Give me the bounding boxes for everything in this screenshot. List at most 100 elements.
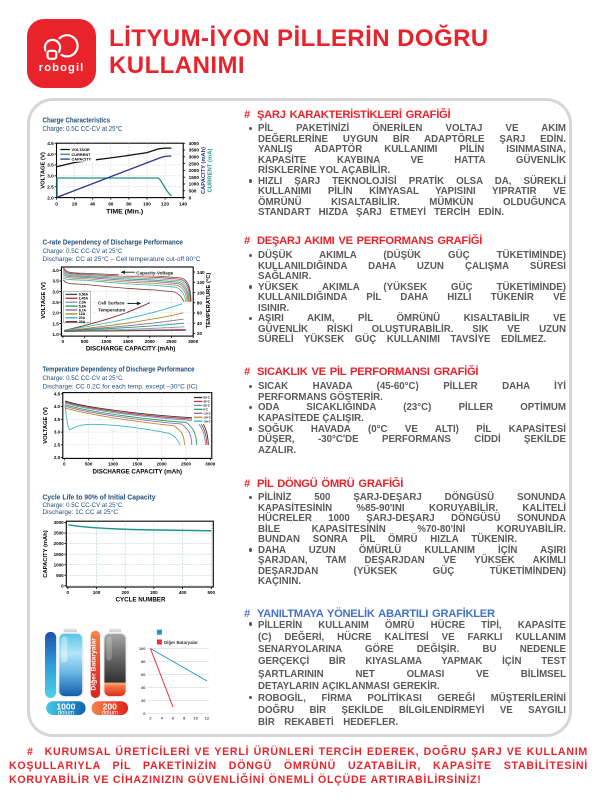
- svg-text:1.0: 1.0: [52, 332, 59, 337]
- svg-text:2000: 2000: [157, 462, 168, 467]
- svg-text:500: 500: [189, 189, 197, 194]
- svg-text:Charge Characteristics: Charge Characteristics: [43, 115, 111, 124]
- svg-text:VOLTAGE: VOLTAGE: [72, 147, 91, 152]
- svg-text:0: 0: [55, 202, 58, 207]
- svg-text:2,9A: 2,9A: [79, 301, 87, 305]
- svg-text:VOLTAGE (V): VOLTAGE (V): [40, 152, 46, 189]
- svg-text:200: 200: [103, 702, 118, 712]
- svg-text:DISCHARGE CAPACITY (mAh): DISCHARGE CAPACITY (mAh): [93, 468, 183, 475]
- svg-text:2000: 2000: [54, 541, 65, 546]
- svg-text:60: 60: [108, 202, 114, 207]
- svg-text:dolum: dolum: [58, 710, 74, 716]
- svg-text:12: 12: [205, 716, 210, 721]
- svg-text:Temperature: Temperature: [98, 308, 126, 313]
- svg-text:CAPACITY (mAh): CAPACITY (mAh): [201, 147, 207, 194]
- svg-text:2500: 2500: [54, 531, 65, 536]
- svg-text:0: 0: [61, 583, 64, 588]
- svg-text:3.0: 3.0: [52, 289, 59, 294]
- svg-text:1.5: 1.5: [52, 321, 59, 326]
- svg-text:3000: 3000: [188, 339, 199, 344]
- svg-text:0: 0: [63, 462, 66, 467]
- svg-text:CAPACITY: CAPACITY: [72, 157, 92, 162]
- svg-text:-20°C: -20°C: [203, 415, 212, 419]
- svg-text:4.5: 4.5: [54, 391, 61, 396]
- svg-text:25°C: 25°C: [203, 404, 211, 408]
- svg-text:Discharge: 1C CC at 25°C: Discharge: 1C CC at 25°C: [43, 508, 119, 516]
- svg-text:200: 200: [121, 590, 129, 595]
- svg-text:4000: 4000: [189, 141, 200, 146]
- svg-text:1000: 1000: [101, 339, 112, 344]
- svg-text:100: 100: [139, 646, 146, 651]
- svg-text:1000: 1000: [108, 462, 119, 467]
- svg-text:3.5: 3.5: [47, 163, 54, 168]
- svg-text:5,8A: 5,8A: [79, 304, 87, 308]
- svg-text:3000: 3000: [205, 462, 216, 467]
- svg-text:3.5: 3.5: [54, 417, 61, 422]
- svg-text:400: 400: [179, 590, 187, 595]
- svg-text:300: 300: [150, 590, 158, 595]
- svg-text:80: 80: [126, 202, 132, 207]
- svg-text:2.0: 2.0: [54, 455, 61, 460]
- svg-text:80: 80: [141, 659, 146, 664]
- svg-text:2.5: 2.5: [52, 300, 59, 305]
- svg-text:DISCHARGE CAPACITY (mAh): DISCHARGE CAPACITY (mAh): [86, 345, 176, 352]
- svg-text:1500: 1500: [189, 175, 200, 180]
- svg-text:100: 100: [93, 590, 101, 595]
- svg-text:1000: 1000: [56, 702, 75, 712]
- svg-text:140: 140: [197, 270, 205, 275]
- svg-text:Diğer Bataryalar: Diğer Bataryalar: [164, 640, 198, 645]
- svg-text:500: 500: [208, 590, 216, 595]
- svg-text:Discharge: CC at 25°C – Cell t: Discharge: CC at 25°C – Cell temperature…: [43, 255, 201, 263]
- svg-text:0: 0: [62, 339, 65, 344]
- svg-text:0,58A: 0,58A: [79, 293, 89, 297]
- svg-text:40: 40: [90, 202, 96, 207]
- svg-text:0: 0: [143, 711, 146, 716]
- svg-text:C-rate Dependency of Discharge: C-rate Dependency of Discharge Performan…: [43, 237, 184, 246]
- svg-text:500: 500: [56, 573, 64, 578]
- svg-text:40: 40: [197, 321, 203, 326]
- svg-text:1500: 1500: [54, 552, 65, 557]
- svg-text:80: 80: [197, 301, 203, 306]
- svg-text:60: 60: [141, 672, 146, 677]
- svg-text:dolum: dolum: [102, 710, 118, 716]
- svg-text:VOLTAGE (V): VOLTAGE (V): [41, 282, 47, 319]
- svg-text:3.0: 3.0: [47, 174, 54, 179]
- svg-text:4.0: 4.0: [52, 268, 59, 273]
- svg-text:VOLTAGE (V): VOLTAGE (V): [43, 407, 49, 444]
- svg-text:1500: 1500: [123, 339, 134, 344]
- svg-text:20: 20: [141, 698, 146, 703]
- svg-text:1000: 1000: [189, 182, 200, 187]
- svg-text:2500: 2500: [166, 339, 177, 344]
- svg-text:2000: 2000: [189, 168, 200, 173]
- svg-text:2: 2: [149, 716, 152, 721]
- svg-text:8: 8: [183, 716, 186, 721]
- svg-text:robogil: robogil: [39, 62, 84, 74]
- svg-text:2500: 2500: [189, 161, 200, 166]
- svg-text:40: 40: [141, 685, 146, 690]
- svg-text:TIME (Min.): TIME (Min.): [106, 209, 143, 216]
- svg-text:13A: 13A: [79, 312, 86, 316]
- svg-text:Discharge: CC 0.2C for each te: Discharge: CC 0.2C for each temp. except…: [43, 383, 198, 391]
- svg-text:Temperature Dependency of Disc: Temperature Dependency of Discharge Perf…: [43, 365, 195, 374]
- svg-text:Charge: 0.5C CC-CV at 25°C: Charge: 0.5C CC-CV at 25°C: [43, 247, 123, 255]
- svg-text:Charge: 0.5C CC-CV at 25°C: Charge: 0.5C CC-CV at 25°C: [43, 125, 123, 133]
- svg-text:TEMPERATURE (°C): TEMPERATURE (°C): [206, 273, 212, 329]
- svg-text:Cycle Life to 90% of Initial C: Cycle Life to 90% of Initial Capacity: [43, 493, 157, 502]
- svg-text:CYCLE NUMBER: CYCLE NUMBER: [116, 596, 166, 603]
- svg-text:20: 20: [197, 331, 203, 336]
- svg-text:CURRENT: CURRENT: [72, 152, 92, 157]
- svg-text:500: 500: [85, 462, 93, 467]
- svg-text:Cell Surface: Cell Surface: [98, 300, 125, 305]
- svg-text:140: 140: [179, 202, 187, 207]
- svg-text:100: 100: [197, 290, 205, 295]
- svg-text:20A: 20A: [79, 316, 86, 320]
- svg-text:Diğer Bataryalar: Diğer Bataryalar: [90, 638, 97, 691]
- svg-text:2500: 2500: [181, 462, 192, 467]
- svg-text:100: 100: [143, 202, 151, 207]
- svg-text:120: 120: [161, 202, 169, 207]
- svg-text:3000: 3000: [189, 155, 200, 160]
- svg-text:60: 60: [197, 311, 203, 316]
- svg-text:CURRENT (mA): CURRENT (mA): [208, 148, 214, 192]
- svg-text:2.0: 2.0: [47, 195, 54, 200]
- svg-text:6: 6: [172, 716, 175, 721]
